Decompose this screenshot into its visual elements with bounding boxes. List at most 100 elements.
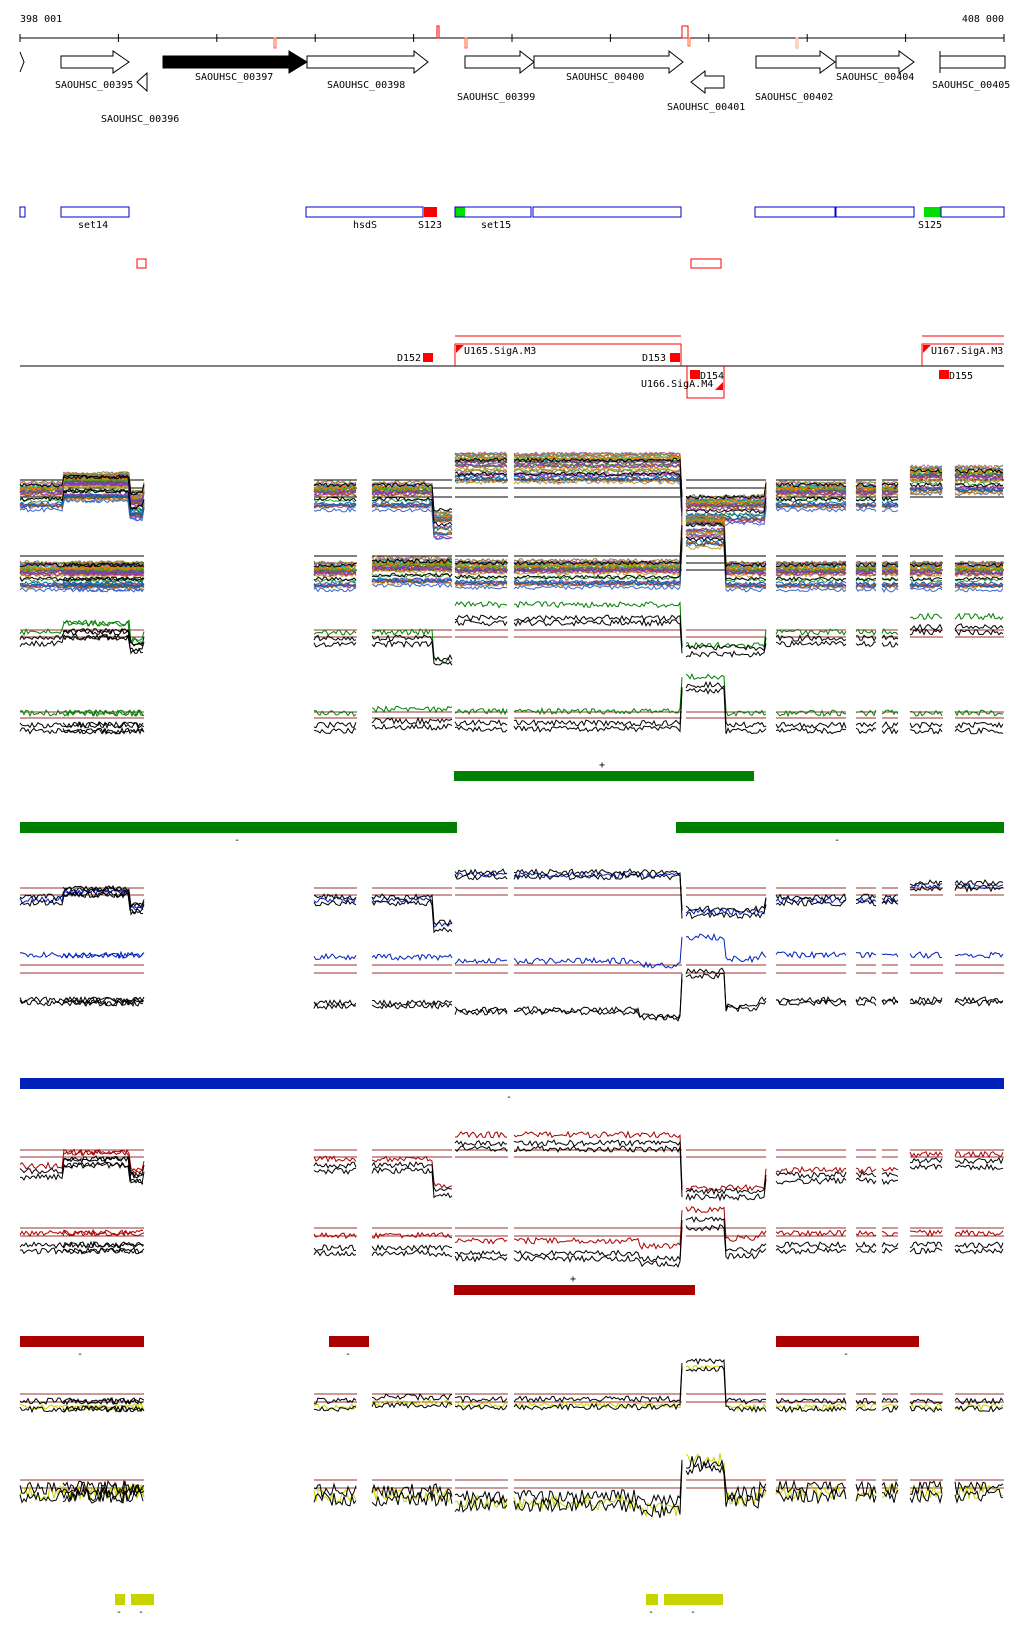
expression-trace bbox=[881, 507, 899, 513]
expression-trace bbox=[371, 953, 453, 962]
expression-trace bbox=[685, 1462, 767, 1509]
condition-3-minus-bar[interactable] bbox=[20, 1336, 144, 1347]
expression-trace bbox=[775, 998, 847, 1007]
segment-d153-marker[interactable] bbox=[670, 353, 680, 362]
expression-trace bbox=[513, 872, 683, 919]
expression-trace bbox=[454, 574, 508, 580]
gene-frag[interactable] bbox=[19, 51, 25, 73]
gene-arrow[interactable] bbox=[755, 50, 836, 74]
expression-trace bbox=[775, 721, 847, 730]
condition-1-plus-label: + bbox=[599, 760, 605, 771]
expression-trace bbox=[954, 485, 1004, 492]
gene-markers bbox=[273, 25, 799, 49]
gene-arrow[interactable] bbox=[690, 69, 725, 95]
annotation-box-hsds[interactable] bbox=[305, 206, 424, 218]
expression-trace bbox=[909, 485, 943, 492]
expression-trace bbox=[371, 503, 453, 540]
condition-4-minus-bar[interactable] bbox=[646, 1594, 658, 1605]
expression-trace bbox=[454, 868, 508, 876]
annotation-red-box[interactable] bbox=[690, 258, 722, 269]
expression-trace bbox=[855, 893, 877, 901]
gene-label: SAOUHSC_00399 bbox=[457, 92, 535, 103]
expression-trace bbox=[909, 469, 943, 475]
gene-saouhsc-00398[interactable]: SAOUHSC_00398 bbox=[306, 49, 429, 91]
expression-trace bbox=[775, 950, 847, 960]
gene-arrow[interactable] bbox=[533, 49, 684, 75]
expression-trace bbox=[454, 451, 508, 457]
expression-trace bbox=[775, 496, 847, 502]
expression-trace bbox=[513, 690, 683, 733]
gene-saouhsc-00402[interactable]: SAOUHSC_00402 bbox=[755, 50, 836, 103]
condition-1-minus-bar[interactable] bbox=[20, 822, 457, 833]
condition-1-plus-bar[interactable] bbox=[454, 771, 754, 781]
condition-3-minus-bar[interactable] bbox=[329, 1336, 369, 1347]
annotation-label: S123 bbox=[418, 220, 442, 231]
segment-label-d152: D152 bbox=[397, 353, 421, 364]
gene-saouhsc-00395[interactable]: SAOUHSC_00395 bbox=[55, 50, 133, 91]
expression-trace bbox=[313, 583, 357, 588]
annotation-box-s123[interactable] bbox=[424, 207, 437, 217]
condition-3-minus-bar[interactable] bbox=[776, 1336, 919, 1347]
annotation-box[interactable] bbox=[532, 206, 682, 218]
gene-saouhsc-00400[interactable]: SAOUHSC_00400 bbox=[533, 49, 684, 83]
annotation-box-s125[interactable] bbox=[924, 207, 941, 217]
annotation-box[interactable] bbox=[19, 206, 26, 218]
condition-4-minus-bar[interactable] bbox=[131, 1594, 154, 1605]
expression-trace bbox=[454, 454, 508, 460]
gene-arrow[interactable] bbox=[835, 50, 915, 74]
gene-saouhsc-00399[interactable]: SAOUHSC_00399 bbox=[457, 49, 535, 103]
gene-saouhsc-00405[interactable]: SAOUHSC_00405 bbox=[932, 51, 1010, 91]
condition-3-plus-bar[interactable] bbox=[454, 1285, 695, 1295]
gene-arrow[interactable] bbox=[162, 50, 308, 74]
expression-trace bbox=[513, 529, 683, 573]
expression-trace bbox=[855, 1489, 877, 1503]
expression-trace bbox=[313, 1244, 357, 1252]
expression-trace bbox=[855, 628, 877, 637]
gene-saouhsc-00396[interactable]: SAOUHSC_00396 bbox=[101, 71, 179, 125]
annotation-box[interactable] bbox=[754, 206, 836, 218]
expression-trace bbox=[313, 1161, 357, 1169]
condition-4-minus-bar[interactable] bbox=[664, 1594, 723, 1605]
expression-trace bbox=[909, 587, 943, 592]
expression-trace bbox=[454, 471, 508, 477]
expression-trace bbox=[62, 565, 143, 571]
annotation-box-set14[interactable] bbox=[60, 206, 130, 218]
gene-saouhsc-00404[interactable]: SAOUHSC_00404 bbox=[835, 50, 915, 83]
expression-trace bbox=[371, 1231, 453, 1240]
segment-d155-marker[interactable] bbox=[939, 370, 949, 379]
expression-trace bbox=[685, 1357, 767, 1405]
annotation-red-box[interactable] bbox=[136, 258, 147, 269]
expression-trace bbox=[881, 1480, 899, 1496]
condition-1-minus-bar[interactable] bbox=[676, 822, 1004, 833]
expression-trace bbox=[881, 899, 899, 906]
gene-arrow[interactable] bbox=[60, 50, 130, 74]
expression-trace bbox=[855, 502, 877, 508]
gene-arrow[interactable] bbox=[939, 55, 1006, 69]
expression-trace bbox=[62, 884, 144, 909]
expression-trace bbox=[513, 466, 683, 508]
annotation-box[interactable] bbox=[835, 206, 915, 218]
gene-arrow[interactable] bbox=[464, 49, 535, 75]
expression-trace bbox=[62, 890, 144, 916]
gene-saouhsc-00401[interactable]: SAOUHSC_00401 bbox=[667, 69, 745, 113]
expression-trace bbox=[881, 721, 899, 729]
segment-d152-marker[interactable] bbox=[423, 353, 433, 362]
expression-trace bbox=[19, 1487, 145, 1504]
annotation-box[interactable] bbox=[940, 206, 1005, 218]
condition-4-minus-bar[interactable] bbox=[115, 1594, 125, 1605]
expression-trace bbox=[685, 897, 767, 913]
expression-trace bbox=[513, 471, 683, 512]
segment-d154-marker[interactable] bbox=[690, 370, 700, 379]
gene-arrow[interactable] bbox=[136, 71, 148, 93]
expression-trace bbox=[62, 1228, 144, 1237]
annotation-box-set15[interactable] bbox=[454, 206, 532, 218]
expression-trace bbox=[313, 1405, 357, 1412]
expression-trace bbox=[685, 538, 767, 589]
expression-trace bbox=[954, 727, 1004, 735]
expression-trace bbox=[513, 455, 683, 504]
expression-trace bbox=[954, 481, 1004, 487]
gene-saouhsc-00397[interactable]: SAOUHSC_00397 bbox=[162, 50, 308, 83]
condition-2-minus-bar[interactable] bbox=[20, 1078, 1004, 1089]
gene-arrow[interactable] bbox=[306, 49, 429, 75]
expression-trace bbox=[62, 1397, 144, 1406]
